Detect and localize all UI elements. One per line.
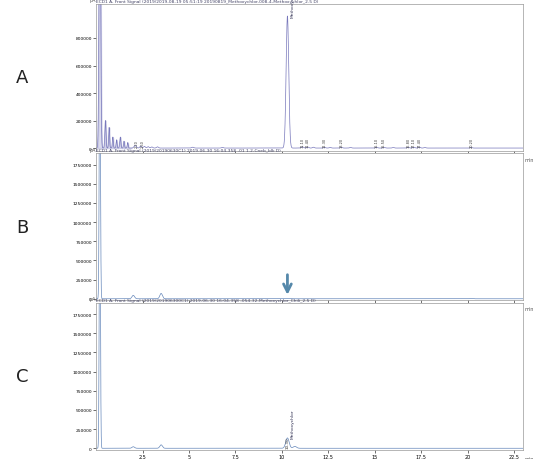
Text: 11.40: 11.40 — [306, 138, 310, 148]
Text: min: min — [524, 157, 533, 162]
Text: 15.10: 15.10 — [374, 138, 379, 148]
Text: 15.50: 15.50 — [382, 138, 386, 148]
Text: pA: pA — [90, 0, 96, 3]
Text: Methoxychlor: Methoxychlor — [290, 0, 294, 18]
Text: 16.80: 16.80 — [406, 138, 410, 148]
Text: A: A — [16, 69, 28, 87]
Text: 10.30: 10.30 — [286, 437, 289, 448]
Text: 17.10: 17.10 — [412, 138, 416, 148]
Text: ECD1 A, Front Signal (2019/2019-08-19 05:51:19 20190819_Methoxychlor-008-4-Metho: ECD1 A, Front Signal (2019/2019-08-19 05… — [96, 0, 318, 4]
Text: B: B — [16, 218, 28, 236]
Text: ECD1 A, Front Signal (2019/201906300C1) 2019-06-30 16:04-358 -054-32-Methoxychlo: ECD1 A, Front Signal (2019/201906300C1) … — [96, 298, 316, 302]
Text: 12.30: 12.30 — [323, 138, 327, 148]
Text: 13.20: 13.20 — [339, 138, 343, 148]
Text: min: min — [524, 456, 533, 459]
Text: 2.50: 2.50 — [140, 140, 145, 148]
Text: pA: pA — [90, 147, 96, 152]
Text: pA: pA — [90, 297, 96, 302]
Text: min: min — [524, 307, 533, 312]
Text: C: C — [16, 367, 28, 386]
Text: 20.20: 20.20 — [469, 138, 473, 148]
Text: 11.10: 11.10 — [300, 137, 304, 147]
Text: 17.40: 17.40 — [417, 138, 421, 148]
Text: 2.20: 2.20 — [135, 140, 139, 148]
Text: ECD1 A, Front Signal (2019/20190630C1) 2019-06-30 16:04-358 -01 1.2-Cneb_blk D): ECD1 A, Front Signal (2019/20190630C1) 2… — [96, 149, 281, 153]
Text: Methoxychlor: Methoxychlor — [290, 409, 294, 438]
